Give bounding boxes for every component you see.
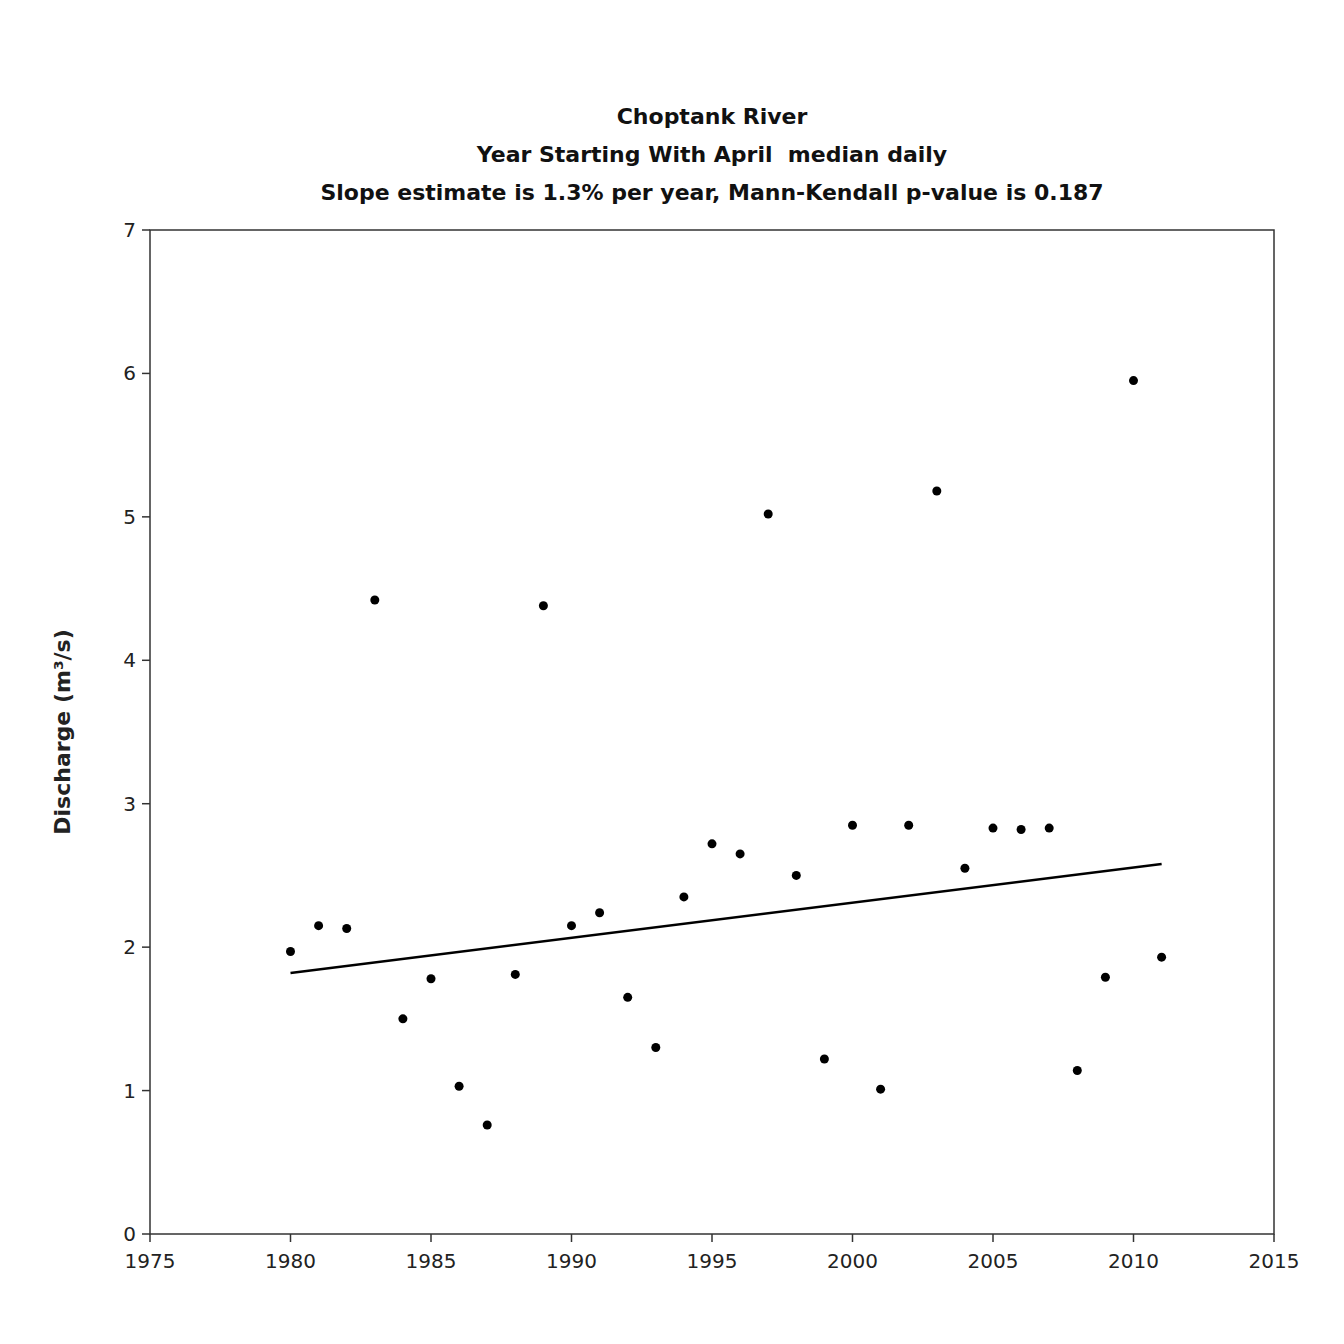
title-line: Choptank River — [617, 104, 808, 129]
x-tick — [430, 1234, 432, 1242]
scatter-point — [651, 1043, 660, 1052]
scatter-point — [764, 509, 773, 518]
scatter-point — [511, 970, 520, 979]
scatter-point — [708, 839, 717, 848]
scatter-point — [398, 1014, 407, 1023]
title: Choptank River Year Starting With April m… — [320, 104, 1103, 205]
x-tick — [290, 1234, 292, 1242]
y-tick — [142, 229, 150, 231]
scatter-point — [427, 974, 436, 983]
y-tick — [142, 373, 150, 375]
x-tick-label: 1985 — [406, 1249, 457, 1273]
scatter-point — [342, 924, 351, 933]
x-tick-label: 2005 — [968, 1249, 1019, 1273]
x-tick-label: 2010 — [1108, 1249, 1159, 1273]
scatter-point — [1017, 825, 1026, 834]
chart: 1975 1980 1985 1990 1995 2000 2005 2010 2015 0 1 2 3… — [0, 0, 1344, 1344]
plot-area — [286, 376, 1166, 1129]
scatter-point — [314, 921, 323, 930]
x-tick — [1133, 1234, 1135, 1242]
scatter-point — [595, 908, 604, 917]
x-tick — [1273, 1234, 1275, 1242]
scatter-point — [904, 821, 913, 830]
x-tick — [711, 1234, 713, 1242]
y-tick-label: 5 — [123, 505, 136, 529]
y-tick-label: 1 — [123, 1079, 136, 1103]
scatter-point — [483, 1120, 492, 1129]
scatter-point — [1073, 1066, 1082, 1075]
scatter-point — [539, 601, 548, 610]
y-tick — [142, 516, 150, 518]
scatter-point — [932, 487, 941, 496]
y-tick — [142, 946, 150, 948]
x-tick-label: 1975 — [125, 1249, 176, 1273]
scatter-point — [1157, 953, 1166, 962]
scatter-point — [679, 892, 688, 901]
scatter-point — [1045, 824, 1054, 833]
plot-frame — [150, 230, 1274, 1234]
title-line: Year Starting With April median daily — [476, 142, 947, 167]
scatter-point — [286, 947, 295, 956]
x-tick — [571, 1234, 573, 1242]
scatter-point — [455, 1082, 464, 1091]
scatter-point — [1101, 973, 1110, 982]
scatter-point — [567, 921, 576, 930]
y-tick — [142, 660, 150, 662]
scatter-point — [370, 596, 379, 605]
x-tick — [992, 1234, 994, 1242]
scatter-point — [876, 1085, 885, 1094]
y-tick-label: 2 — [123, 935, 136, 959]
y-axis-label: Discharge (m³/s) — [50, 629, 75, 834]
title-line: Slope estimate is 1.3% per year, Mann-Ke… — [320, 180, 1103, 205]
scatter-point — [848, 821, 857, 830]
trend-line — [291, 864, 1162, 973]
scatter-point — [623, 993, 632, 1002]
x-tick — [852, 1234, 854, 1242]
x-tick-label: 1980 — [265, 1249, 316, 1273]
scatter-point — [989, 824, 998, 833]
x-tick-label: 1995 — [687, 1249, 738, 1273]
scatter-point — [736, 849, 745, 858]
y-tick-label: 3 — [123, 792, 136, 816]
x-tick — [149, 1234, 151, 1242]
y-tick — [142, 1233, 150, 1235]
scatter-point — [1129, 376, 1138, 385]
x-tick-label: 1990 — [546, 1249, 597, 1273]
y-tick — [142, 1090, 150, 1092]
y-tick-label: 4 — [123, 648, 136, 672]
scatter-point — [820, 1055, 829, 1064]
scatter-point — [792, 871, 801, 880]
y-tick-label: 6 — [123, 361, 136, 385]
y-tick — [142, 803, 150, 805]
background — [0, 0, 1344, 1344]
y-tick-label: 0 — [123, 1222, 136, 1246]
scatter-point — [960, 864, 969, 873]
x-tick-label: 2015 — [1249, 1249, 1300, 1273]
y-tick-label: 7 — [123, 218, 136, 242]
x-tick-label: 2000 — [827, 1249, 878, 1273]
